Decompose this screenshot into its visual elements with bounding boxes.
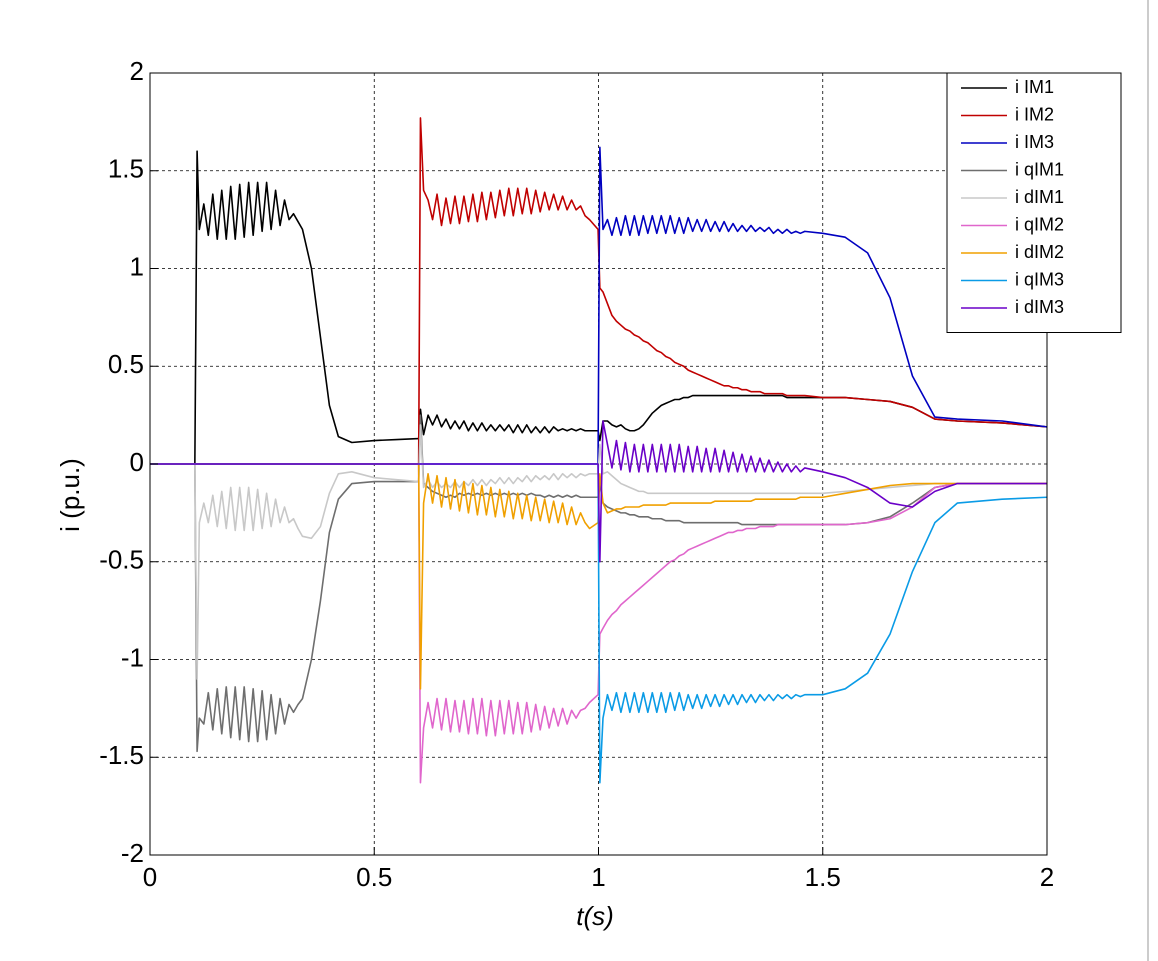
legend-label: i qIM3 xyxy=(1015,269,1064,289)
y-tick-label: -1 xyxy=(121,642,144,672)
series-line xyxy=(150,150,1048,465)
legend-label: i qIM2 xyxy=(1015,214,1064,234)
y-tick-label: 0.5 xyxy=(108,349,144,379)
series-line xyxy=(150,420,1047,563)
y-tick-label: 0 xyxy=(130,447,144,477)
legend-label: i IM2 xyxy=(1015,104,1054,124)
x-tick-label: 1 xyxy=(591,862,605,892)
y-tick-label: 1.5 xyxy=(108,154,144,184)
y-tick-label: 2 xyxy=(130,56,144,86)
x-axis-label: t(s) xyxy=(576,901,614,931)
y-tick-label: -2 xyxy=(121,838,144,868)
x-tick-label: 0 xyxy=(143,862,157,892)
series-line xyxy=(150,414,1047,753)
legend-label: i dIM3 xyxy=(1015,297,1064,317)
x-tick-label: 1.5 xyxy=(805,862,841,892)
legend-label: i dIM2 xyxy=(1015,242,1064,262)
x-tick-label: 2 xyxy=(1040,862,1054,892)
ticks: 0 0.5 1 1.5 2 -2 -1.5 -1 -0.5 0 0.5 1 1.5 2 xyxy=(99,56,1054,892)
y-tick-label: -1.5 xyxy=(99,740,144,770)
legend: i IM1 i IM2 i IM3 i qIM1 i dIM1 i qIM2 i dIM2 i… xyxy=(946,72,1122,333)
legend-label: i IM3 xyxy=(1015,132,1054,152)
x-tick-label: 0.5 xyxy=(356,862,392,892)
y-tick-label: 1 xyxy=(130,251,144,281)
legend-label: i IM1 xyxy=(1015,77,1054,97)
y-tick-label: -0.5 xyxy=(99,545,144,575)
plot-lines xyxy=(150,117,1048,784)
series-line xyxy=(150,424,1047,680)
legend-label: i qIM1 xyxy=(1015,159,1064,179)
legend-label: i dIM1 xyxy=(1015,187,1064,207)
y-axis-label: i (p.u.) xyxy=(55,458,85,532)
